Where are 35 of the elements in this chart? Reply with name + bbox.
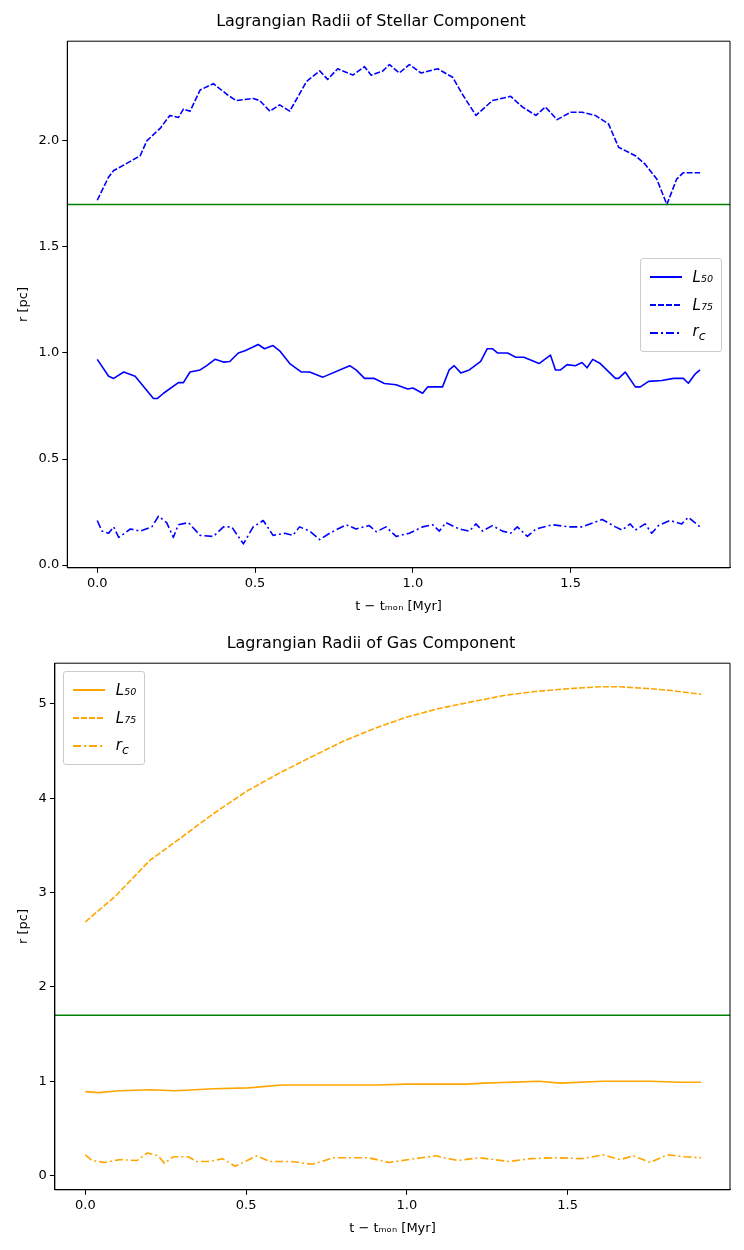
x-axis-title: t − tₘₒₙ [Myr] <box>355 597 442 613</box>
y-tick-label: 0 <box>38 1167 47 1183</box>
y-axis-title: r [pc] <box>15 908 31 945</box>
x-tick-label: 1.0 <box>396 1196 418 1212</box>
x-tick-label: 1.5 <box>557 1196 578 1212</box>
legend-label: r$_{c}$ <box>692 322 706 343</box>
line-series <box>96 63 701 206</box>
y-tick-label: 1 <box>38 1072 47 1088</box>
y-tick-label: 2.0 <box>38 132 60 148</box>
x-tick-label: 0.0 <box>75 1196 96 1212</box>
legend-label: L₇₅ <box>692 295 713 314</box>
x-tick-label: 1.5 <box>560 574 581 590</box>
line-series <box>96 515 701 545</box>
line-series <box>84 685 702 923</box>
y-tick-label: 4 <box>38 789 47 805</box>
x-tick-label: 1.0 <box>402 574 424 590</box>
legend-label: L₇₅ <box>115 709 137 728</box>
chart-title: Lagrangian Radii of Stellar Component <box>216 10 526 30</box>
line-series <box>84 1152 702 1168</box>
chart-title: Lagrangian Radii of Gas Component <box>226 632 516 652</box>
y-tick-label: 2 <box>38 978 47 994</box>
y-tick-label: 1.0 <box>38 344 60 360</box>
x-tick-label: 0.5 <box>244 574 266 590</box>
y-axis-title: r [pc] <box>15 286 31 323</box>
y-tick-label: 3 <box>38 883 47 899</box>
legend-label: L₅₀ <box>115 681 137 700</box>
y-tick-label: 0.5 <box>38 450 60 466</box>
x-tick-label: 0.5 <box>235 1196 257 1212</box>
x-axis-title: t − tₘₒₙ [Myr] <box>349 1219 436 1235</box>
y-tick-label: 1.5 <box>38 238 60 254</box>
y-tick-label: 5 <box>38 695 47 711</box>
legend-label: L₅₀ <box>692 267 713 286</box>
legend-label: r$_{c}$ <box>115 735 129 757</box>
y-tick-label: 0.0 <box>38 556 60 572</box>
x-tick-label: 0.0 <box>86 574 108 590</box>
